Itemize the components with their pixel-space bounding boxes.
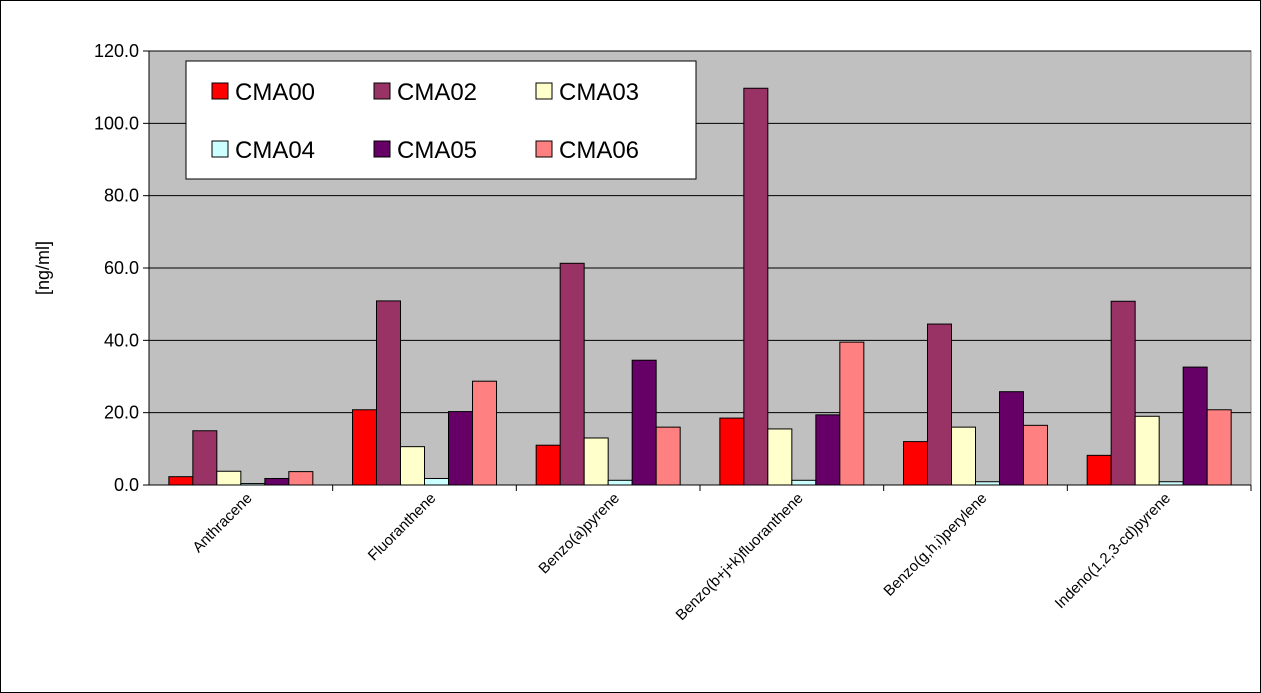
legend-swatch (535, 82, 553, 100)
legend-swatch (211, 82, 229, 100)
bar-cma05 (448, 411, 473, 486)
y-tick-label: 100.0 (94, 113, 139, 133)
bar-cma06 (655, 426, 681, 486)
bar-cma02 (1110, 300, 1136, 486)
bar-cma06 (839, 341, 865, 486)
bar-cma02 (376, 300, 401, 486)
legend-swatch (373, 82, 391, 100)
y-tick-label: 0.0 (114, 475, 139, 495)
legend-swatch (211, 140, 229, 158)
bar-cma03 (767, 428, 793, 486)
x-category-label: Benzo(b+j+k)fluoranthene (673, 490, 807, 624)
bar-cma04 (791, 479, 817, 486)
bar-cma02 (559, 262, 585, 486)
bar-cma03 (400, 446, 425, 486)
legend-label: CMA02 (397, 79, 477, 106)
legend-box (185, 60, 697, 180)
legend-label: CMA05 (397, 137, 477, 164)
bar-cma05 (264, 477, 290, 486)
y-tick-label: 120.0 (94, 41, 139, 61)
y-tick-label: 60.0 (104, 258, 139, 278)
y-tick-label: 40.0 (104, 330, 139, 350)
legend-label: CMA00 (235, 79, 315, 106)
legend-label: CMA06 (559, 137, 639, 164)
bar-cma06 (1206, 409, 1232, 486)
x-category-labels: Anthracene Fluoranthene Benzo(a)pyrene Benz… (189, 490, 1174, 624)
bar-cma03 (583, 437, 609, 486)
bar-cma05 (815, 414, 841, 486)
bar-cma00 (719, 417, 745, 486)
bar-cma06 (1023, 424, 1048, 486)
y-axis-label: [ng/ml] (33, 241, 53, 295)
legend-label: CMA04 (235, 137, 315, 164)
y-tick-label: 80.0 (104, 186, 139, 206)
legend-swatch (373, 140, 391, 158)
x-category-label: Fluoranthene (365, 490, 440, 565)
bar-cma02 (192, 430, 218, 486)
legend-label: CMA03 (559, 79, 639, 106)
bar-cma02 (743, 87, 769, 486)
bar-cma00 (168, 476, 194, 486)
bar-cma03 (216, 470, 242, 486)
x-category-label: Anthracene (189, 490, 255, 556)
bar-cma06 (288, 471, 314, 486)
legend: CMA00 CMA02 CMA03 CMA04 CMA05 CMA06 (185, 60, 697, 180)
bar-cma00 (903, 441, 928, 486)
bar-cma05 (631, 359, 657, 486)
bar-cma00 (352, 409, 377, 486)
bar-cma04 (607, 479, 633, 486)
bar-cma02 (927, 323, 952, 486)
bar-cma00 (1086, 454, 1112, 486)
x-category-label: Indeno(1,2,3-cd)pyrene (1052, 490, 1174, 612)
legend-swatch (535, 140, 553, 158)
bar-cma03 (1134, 415, 1160, 486)
bar-cma05 (999, 391, 1024, 486)
bar-cma04 (424, 477, 449, 486)
axes (143, 50, 1252, 491)
bar-cma03 (951, 426, 976, 486)
bar-cma06 (472, 380, 497, 486)
x-category-label: Benzo(g,h,i)perylene (880, 490, 990, 600)
bar-cma05 (1182, 366, 1208, 486)
x-category-label: Benzo(a)pyrene (536, 490, 623, 577)
y-tick-label: 20.0 (104, 403, 139, 423)
y-tick-labels: 0.0 20.0 40.0 60.0 80.0 100.0 120.0 (94, 41, 139, 495)
bar-cma00 (535, 444, 561, 486)
